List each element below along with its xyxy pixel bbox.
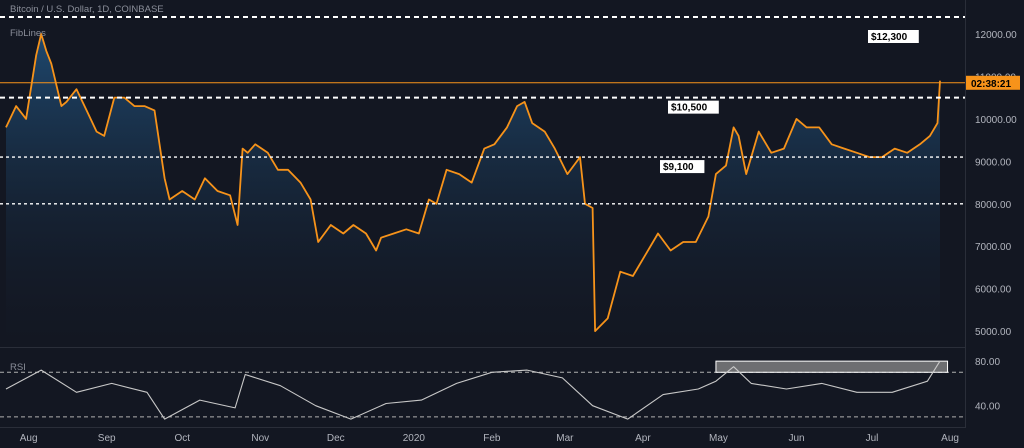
rsi-overbought-zone — [715, 360, 949, 373]
fib-level-label: $10,500 — [671, 103, 708, 114]
price-line — [5, 33, 941, 332]
main-plot-area — [0, 33, 965, 346]
fib-level-label-bg — [868, 30, 919, 43]
last-value-badge — [966, 75, 1020, 90]
time-tick-label: Jun — [788, 433, 804, 444]
rsi-line — [5, 360, 941, 420]
time-tick-label: May — [709, 433, 728, 444]
price-area-fill — [6, 34, 940, 346]
price-axis[interactable]: 12000.0011000.0010000.009000.008000.0070… — [966, 30, 1020, 338]
time-tick-label: Apr — [635, 433, 651, 444]
time-tick-label: Jul — [866, 433, 879, 444]
price-tick-label: 10000.00 — [975, 115, 1017, 126]
time-tick-label: 2020 — [403, 433, 426, 444]
time-axis[interactable]: Aug Sep Oct Nov Dec 2020 Feb Mar Apr May Jun Jul Aug — [20, 433, 959, 444]
fib-level-labels: $12,300 $10,500 $9,100 — [660, 30, 919, 174]
price-tick-label: 9000.00 — [975, 157, 1012, 168]
rsi-axis[interactable]: 80.00 40.00 — [975, 357, 1000, 413]
indicator-label: FibLines — [10, 28, 46, 39]
time-tick-label: Oct — [174, 433, 190, 444]
price-tick-label: 7000.00 — [975, 242, 1012, 253]
price-tick-label: 8000.00 — [975, 200, 1012, 211]
fib-level-label: $9,100 — [663, 162, 694, 173]
price-tick-label: 12000.00 — [975, 30, 1017, 41]
oscillator-label: RSI — [10, 362, 26, 373]
rsi-plot-area — [0, 360, 965, 420]
symbol-title: Bitcoin / U.S. Dollar, 1D, COINBASE — [10, 4, 164, 15]
time-tick-label: Aug — [941, 433, 959, 444]
fib-level-label-bg — [660, 160, 705, 174]
time-tick-label: Sep — [98, 433, 116, 444]
price-tick-label: 6000.00 — [975, 285, 1012, 296]
fib-level-label-bg — [668, 100, 719, 114]
price-tick-label: 5000.00 — [975, 327, 1012, 338]
time-tick-label: Feb — [483, 433, 501, 444]
time-tick-label: Dec — [327, 433, 345, 444]
time-tick-label: Nov — [251, 433, 269, 444]
fib-levels — [0, 15, 965, 205]
last-value-label: 02:38:21 — [971, 79, 1011, 90]
rsi-tick-label: 40.00 — [975, 402, 1000, 413]
rsi-tick-label: 80.00 — [975, 357, 1000, 368]
fib-level-label: $12,300 — [871, 32, 908, 43]
time-tick-label: Aug — [20, 433, 38, 444]
time-tick-label: Mar — [556, 433, 574, 444]
